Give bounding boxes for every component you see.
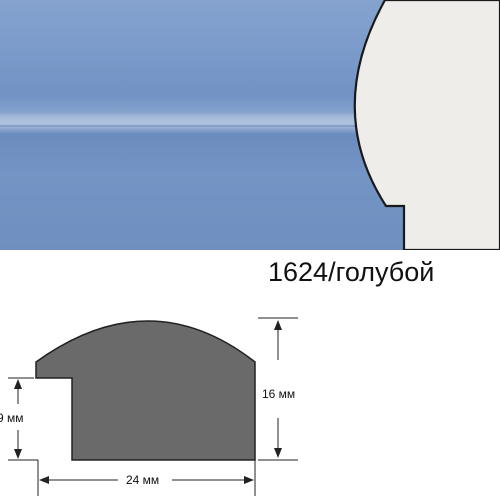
height-dimension-label: 16 мм xyxy=(262,387,295,401)
product-code-label: 1624/голубой xyxy=(268,257,435,287)
height-dimension: 16 мм xyxy=(258,317,298,461)
frame-moulding-photo xyxy=(0,0,500,250)
rebate-dimension: 9 мм xyxy=(0,377,38,461)
profile-shape xyxy=(35,320,256,461)
moulding-end-cut xyxy=(353,0,500,250)
width-dimension: 24 мм xyxy=(37,460,256,496)
profile-cross-section-diagram: 16 мм 9 мм 24 мм xyxy=(0,317,298,496)
rebate-dimension-label: 9 мм xyxy=(0,411,24,425)
width-dimension-label: 24 мм xyxy=(126,473,159,487)
